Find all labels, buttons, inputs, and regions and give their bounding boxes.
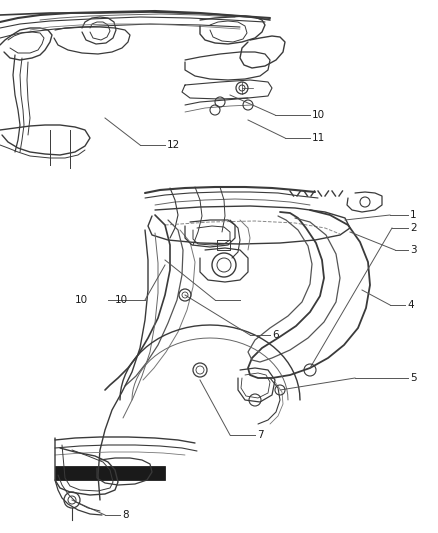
Text: 12: 12 [167,140,180,150]
Text: 10: 10 [312,110,325,120]
Text: 6: 6 [272,330,279,340]
Text: 11: 11 [312,133,325,143]
Text: 8: 8 [122,510,129,520]
Text: 3: 3 [410,245,417,255]
Text: 2: 2 [410,223,417,233]
Text: 10: 10 [75,295,88,305]
Text: 7: 7 [257,430,264,440]
FancyBboxPatch shape [55,466,165,480]
Text: 10: 10 [115,295,128,305]
Text: 5: 5 [410,373,417,383]
Text: 1: 1 [410,210,417,220]
Text: 4: 4 [407,300,413,310]
